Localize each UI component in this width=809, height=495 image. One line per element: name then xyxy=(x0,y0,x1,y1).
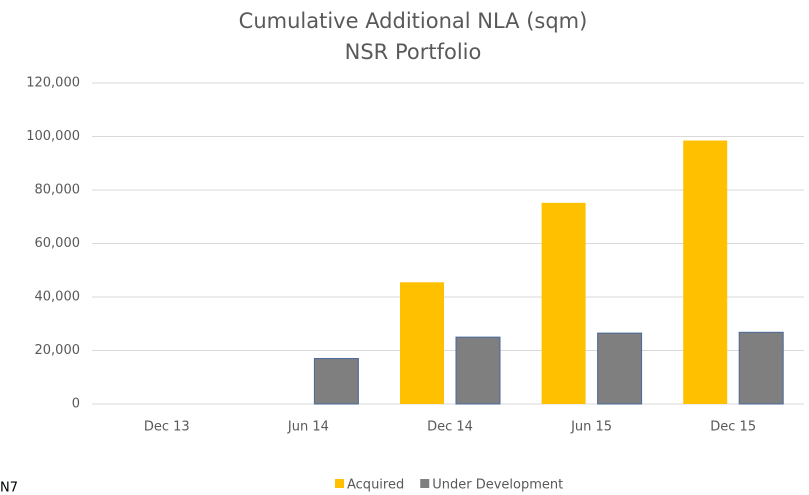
x-tick-label: Dec 15 xyxy=(710,420,756,435)
chart-title: Cumulative Additional NLA (sqm) xyxy=(239,9,588,33)
x-tick-label: Dec 14 xyxy=(427,420,473,435)
bar xyxy=(541,202,586,404)
bar xyxy=(400,282,444,404)
y-tick-label: 80,000 xyxy=(35,183,81,198)
y-tick-label: 60,000 xyxy=(35,236,81,251)
y-tick-label: 40,000 xyxy=(35,290,81,305)
legend-swatch xyxy=(420,479,430,488)
y-tick-label: 100,000 xyxy=(26,129,80,144)
y-tick-label: 20,000 xyxy=(35,343,81,358)
legend-swatch xyxy=(335,479,344,488)
note: N7 xyxy=(0,481,18,495)
bar xyxy=(683,140,728,404)
legend-label: Acquired xyxy=(347,478,404,493)
bar xyxy=(313,358,359,405)
bar xyxy=(597,332,643,405)
legend-label: Under Development xyxy=(432,478,563,493)
y-tick-label: 120,000 xyxy=(26,76,80,91)
x-tick-label: Jun 15 xyxy=(570,420,612,435)
y-tick-label: 0 xyxy=(72,397,80,412)
x-tick-label: Dec 13 xyxy=(144,420,190,435)
bar xyxy=(738,331,784,405)
x-tick-label: Jun 14 xyxy=(287,420,329,435)
bar xyxy=(455,336,501,405)
chart-subtitle: NSR Portfolio xyxy=(345,40,482,64)
